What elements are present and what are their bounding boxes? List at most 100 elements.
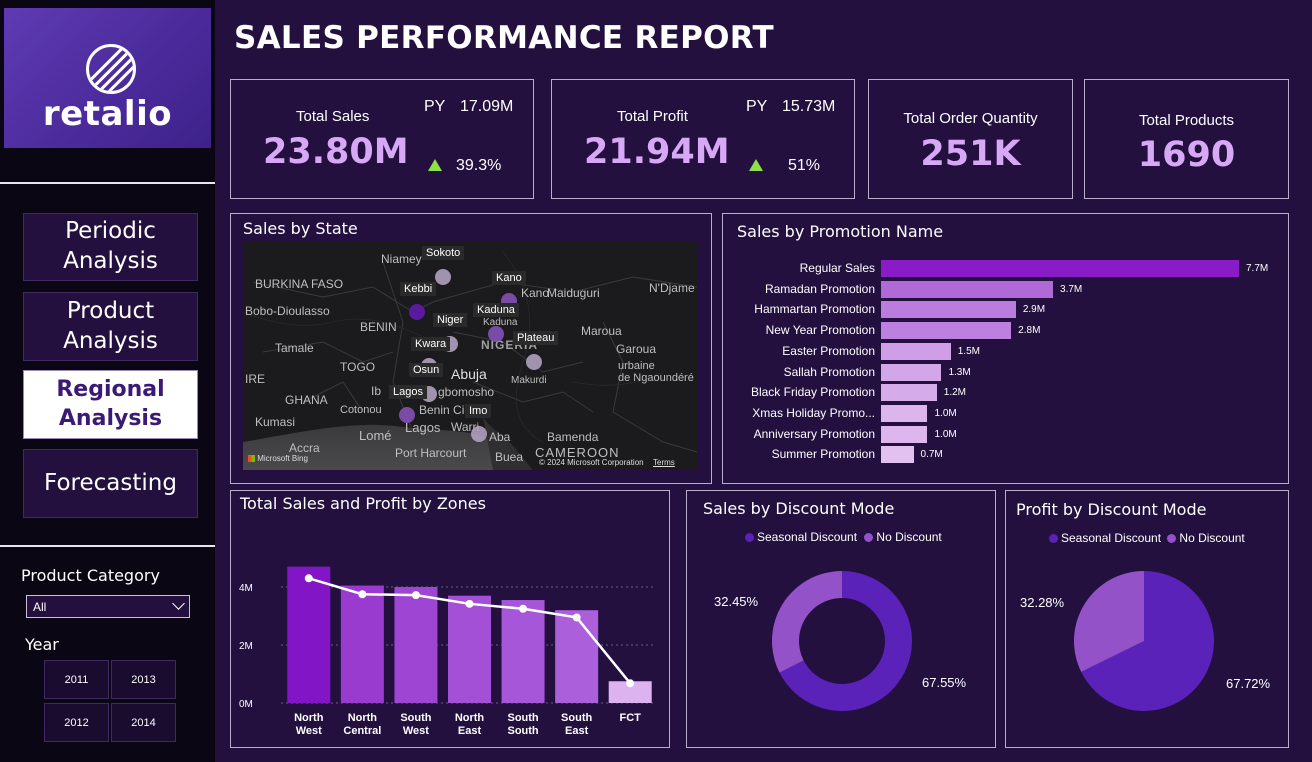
promo-bar[interactable]: [881, 363, 942, 381]
map-terms-link[interactable]: Terms: [653, 458, 675, 467]
state-tag: Sokoto: [422, 246, 465, 260]
kpi-total-products[interactable]: Total Products 1690: [1084, 79, 1289, 199]
x-tick-label: East: [565, 725, 589, 737]
year-2013-button[interactable]: 2013: [111, 660, 176, 699]
zone-bar: [394, 587, 438, 703]
slice-label: 67.72%: [1226, 676, 1271, 691]
chevron-down-icon: [172, 597, 185, 610]
x-tick-label: West: [403, 725, 429, 737]
x-tick-label: FCT: [620, 712, 642, 724]
x-tick-label: Central: [343, 725, 381, 737]
promo-value-label: 1.3M: [948, 366, 971, 378]
panel-title: Sales by State: [243, 219, 358, 238]
arrow-up-icon: [428, 159, 442, 171]
promo-bar[interactable]: [881, 260, 1239, 277]
kpi-value: 23.80M: [263, 132, 409, 172]
kpi-total-profit[interactable]: Total Profit 21.94M PY 15.73M 51%: [551, 79, 855, 199]
state-bubble-lagos[interactable]: [399, 407, 415, 423]
pie-slice: [1074, 571, 1144, 672]
year-2011-button[interactable]: 2011: [44, 660, 109, 699]
y-tick-label: 2M: [239, 641, 253, 652]
promo-bar[interactable]: [881, 280, 1054, 298]
state-bubble-kaduna[interactable]: [488, 326, 504, 342]
promo-category-label: Black Friday Promotion: [750, 385, 875, 400]
legend-item-seasonal[interactable]: Seasonal Discount: [1049, 531, 1161, 545]
sidebar-divider: [0, 545, 215, 547]
promo-category-label: Anniversary Promotion: [753, 426, 875, 441]
promo-bar[interactable]: [881, 322, 1012, 340]
promo-bar[interactable]: [881, 446, 914, 464]
promo-category-label: Regular Sales: [799, 261, 875, 275]
promo-category-label: New Year Promotion: [765, 323, 875, 338]
legend-item-seasonal[interactable]: Seasonal Discount: [745, 530, 857, 544]
promo-bar[interactable]: [881, 384, 937, 402]
panel-title: Total Sales and Profit by Zones: [240, 494, 486, 513]
promo-bar[interactable]: [881, 301, 1016, 319]
state-tag: Plateau: [513, 331, 559, 345]
profit-point: [626, 679, 635, 688]
nav-regional-analysis[interactable]: Regional Analysis: [23, 370, 198, 439]
nav-product-analysis[interactable]: Product Analysis: [23, 292, 198, 361]
logo-icon: [86, 44, 136, 94]
state-tag: Imo: [465, 404, 492, 418]
state-bubble-sokoto[interactable]: [435, 269, 451, 285]
state-map[interactable]: Niamey BURKINA FASO Kano Maiduguri N'Dja…: [243, 242, 697, 470]
promo-category-label: Ramadan Promotion: [764, 281, 875, 296]
promo-bar[interactable]: [881, 404, 928, 422]
x-tick-label: South: [507, 725, 538, 737]
state-tag: Lagos: [389, 385, 427, 399]
map-basemap: [243, 242, 697, 470]
state-tag: Niger: [433, 313, 468, 327]
promo-bar[interactable]: [881, 342, 951, 360]
legend-item-no-discount[interactable]: No Discount: [864, 530, 942, 544]
promo-bar[interactable]: [881, 425, 928, 443]
panel-title: Sales by Discount Mode: [703, 499, 895, 518]
state-bubble-imo[interactable]: [471, 426, 487, 442]
state-tag: Kebbi: [400, 282, 437, 296]
x-tick-label: North: [294, 712, 324, 724]
nav-periodic-analysis[interactable]: Periodic Analysis: [23, 213, 198, 281]
product-category-label: Product Category: [21, 566, 160, 585]
x-tick-label: South: [400, 712, 431, 724]
panel-title: Sales by Promotion Name: [737, 222, 944, 241]
kpi-total-sales[interactable]: Total Sales 23.80M PY 17.09M 39.3%: [230, 79, 534, 199]
sales-discount-donut[interactable]: [760, 566, 924, 716]
bing-attribution: Microsoft Bing: [248, 454, 308, 463]
panel-title: Profit by Discount Mode: [1016, 500, 1207, 519]
product-category-dropdown[interactable]: All: [26, 595, 190, 618]
kpi-total-order-quantity[interactable]: Total Order Quantity 251K: [868, 79, 1073, 199]
kpi-value: 251K: [920, 134, 1021, 174]
promo-value-label: 1.0M: [934, 407, 957, 419]
x-tick-label: West: [296, 725, 322, 737]
state-tag: Kano: [492, 271, 526, 285]
promo-value-label: 3.7M: [1060, 283, 1083, 295]
profit-point: [519, 604, 528, 613]
state-tag: Kaduna: [473, 303, 519, 317]
brand-name: retalio: [42, 94, 173, 134]
year-2014-button[interactable]: 2014: [111, 703, 176, 742]
arrow-up-icon: [749, 159, 763, 171]
y-tick-label: 0M: [239, 699, 253, 710]
map-copyright: © 2024 Microsoft Corporation: [539, 458, 644, 467]
state-tag: Osun: [409, 363, 444, 377]
promo-category-label: Xmas Holiday Promo...: [752, 405, 875, 420]
state-bubble-kebbi[interactable]: [409, 304, 425, 320]
y-tick-label: 4M: [239, 583, 253, 594]
promo-value-label: 1.2M: [943, 387, 967, 399]
pie-slice: [1081, 571, 1214, 711]
nav-forecasting[interactable]: Forecasting: [23, 449, 198, 518]
kpi-value: 1690: [1137, 135, 1236, 175]
profit-discount-pie[interactable]: [1070, 566, 1220, 716]
promo-value-label: 2.8M: [1018, 325, 1041, 337]
zones-combo-chart: 0M2M4MNorthWestNorthCentralSouthWestNort…: [239, 566, 656, 737]
sidebar-divider: [0, 182, 215, 184]
state-bubble-plateau[interactable]: [526, 354, 542, 370]
page-title: SALES PERFORMANCE REPORT: [234, 20, 774, 56]
zone-bar: [448, 595, 491, 703]
zone-bar: [555, 610, 599, 703]
year-2012-button[interactable]: 2012: [44, 703, 109, 742]
profit-point: [304, 574, 313, 583]
legend-item-no-discount[interactable]: No Discount: [1167, 531, 1245, 545]
x-tick-label: North: [455, 712, 485, 724]
zone-bar: [608, 681, 652, 703]
